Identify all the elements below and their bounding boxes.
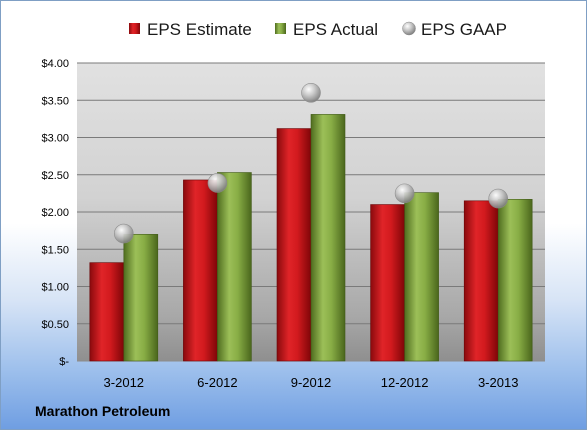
y-tick-label: $4.00 — [41, 58, 69, 70]
y-tick-label: $0.50 — [41, 319, 69, 331]
bar-eps-estimate — [276, 128, 312, 362]
y-tick-label: $3.50 — [41, 95, 69, 107]
legend: EPS Estimate EPS Actual EPS GAAP — [129, 20, 507, 39]
y-axis: $4.00 $3.50 $3.00 $2.50 $2.00 $1.50 $1.00 $0.50… — [41, 58, 69, 368]
bar-eps-estimate — [463, 200, 499, 362]
legend-swatch — [129, 23, 140, 34]
bar-eps-actual — [404, 192, 439, 362]
marker-eps-gaap — [114, 223, 134, 244]
legend-label: EPS Actual — [293, 20, 378, 39]
marker-eps-gaap — [488, 188, 509, 209]
marker-eps-gaap — [207, 173, 228, 193]
legend-swatch — [275, 23, 286, 34]
x-tick-label: 3-2012 — [104, 375, 144, 390]
y-tick-label: $2.50 — [41, 170, 69, 182]
legend-label: EPS Estimate — [147, 20, 252, 39]
x-tick-label: 9-2012 — [291, 375, 331, 390]
x-axis: 3-2012 6-2012 9-2012 12-2012 3-2013 — [104, 375, 519, 390]
y-tick-label: $1.00 — [41, 282, 69, 294]
legend-label: EPS GAAP — [421, 20, 507, 39]
marker-group — [114, 83, 509, 244]
marker-eps-gaap — [394, 183, 415, 204]
legend-swatch — [402, 21, 416, 36]
bar-eps-actual — [123, 234, 159, 362]
y-tick-label: $2.00 — [41, 207, 69, 219]
bar-eps-estimate — [183, 179, 218, 362]
bar-group — [89, 114, 533, 362]
bar-eps-actual — [310, 114, 346, 362]
y-tick-label: $1.50 — [41, 244, 69, 256]
bar-eps-estimate — [370, 204, 405, 362]
bar-eps-actual — [497, 199, 533, 362]
bar-eps-estimate — [89, 262, 125, 362]
x-tick-label: 6-2012 — [197, 375, 237, 390]
x-tick-label: 3-2013 — [478, 375, 518, 390]
x-tick-label: 12-2012 — [381, 375, 429, 390]
bar-eps-actual — [217, 172, 252, 362]
company-name: Marathon Petroleum — [35, 403, 171, 419]
y-tick-label: $- — [59, 356, 69, 368]
marker-eps-gaap — [301, 83, 321, 103]
y-tick-label: $3.00 — [41, 133, 69, 145]
